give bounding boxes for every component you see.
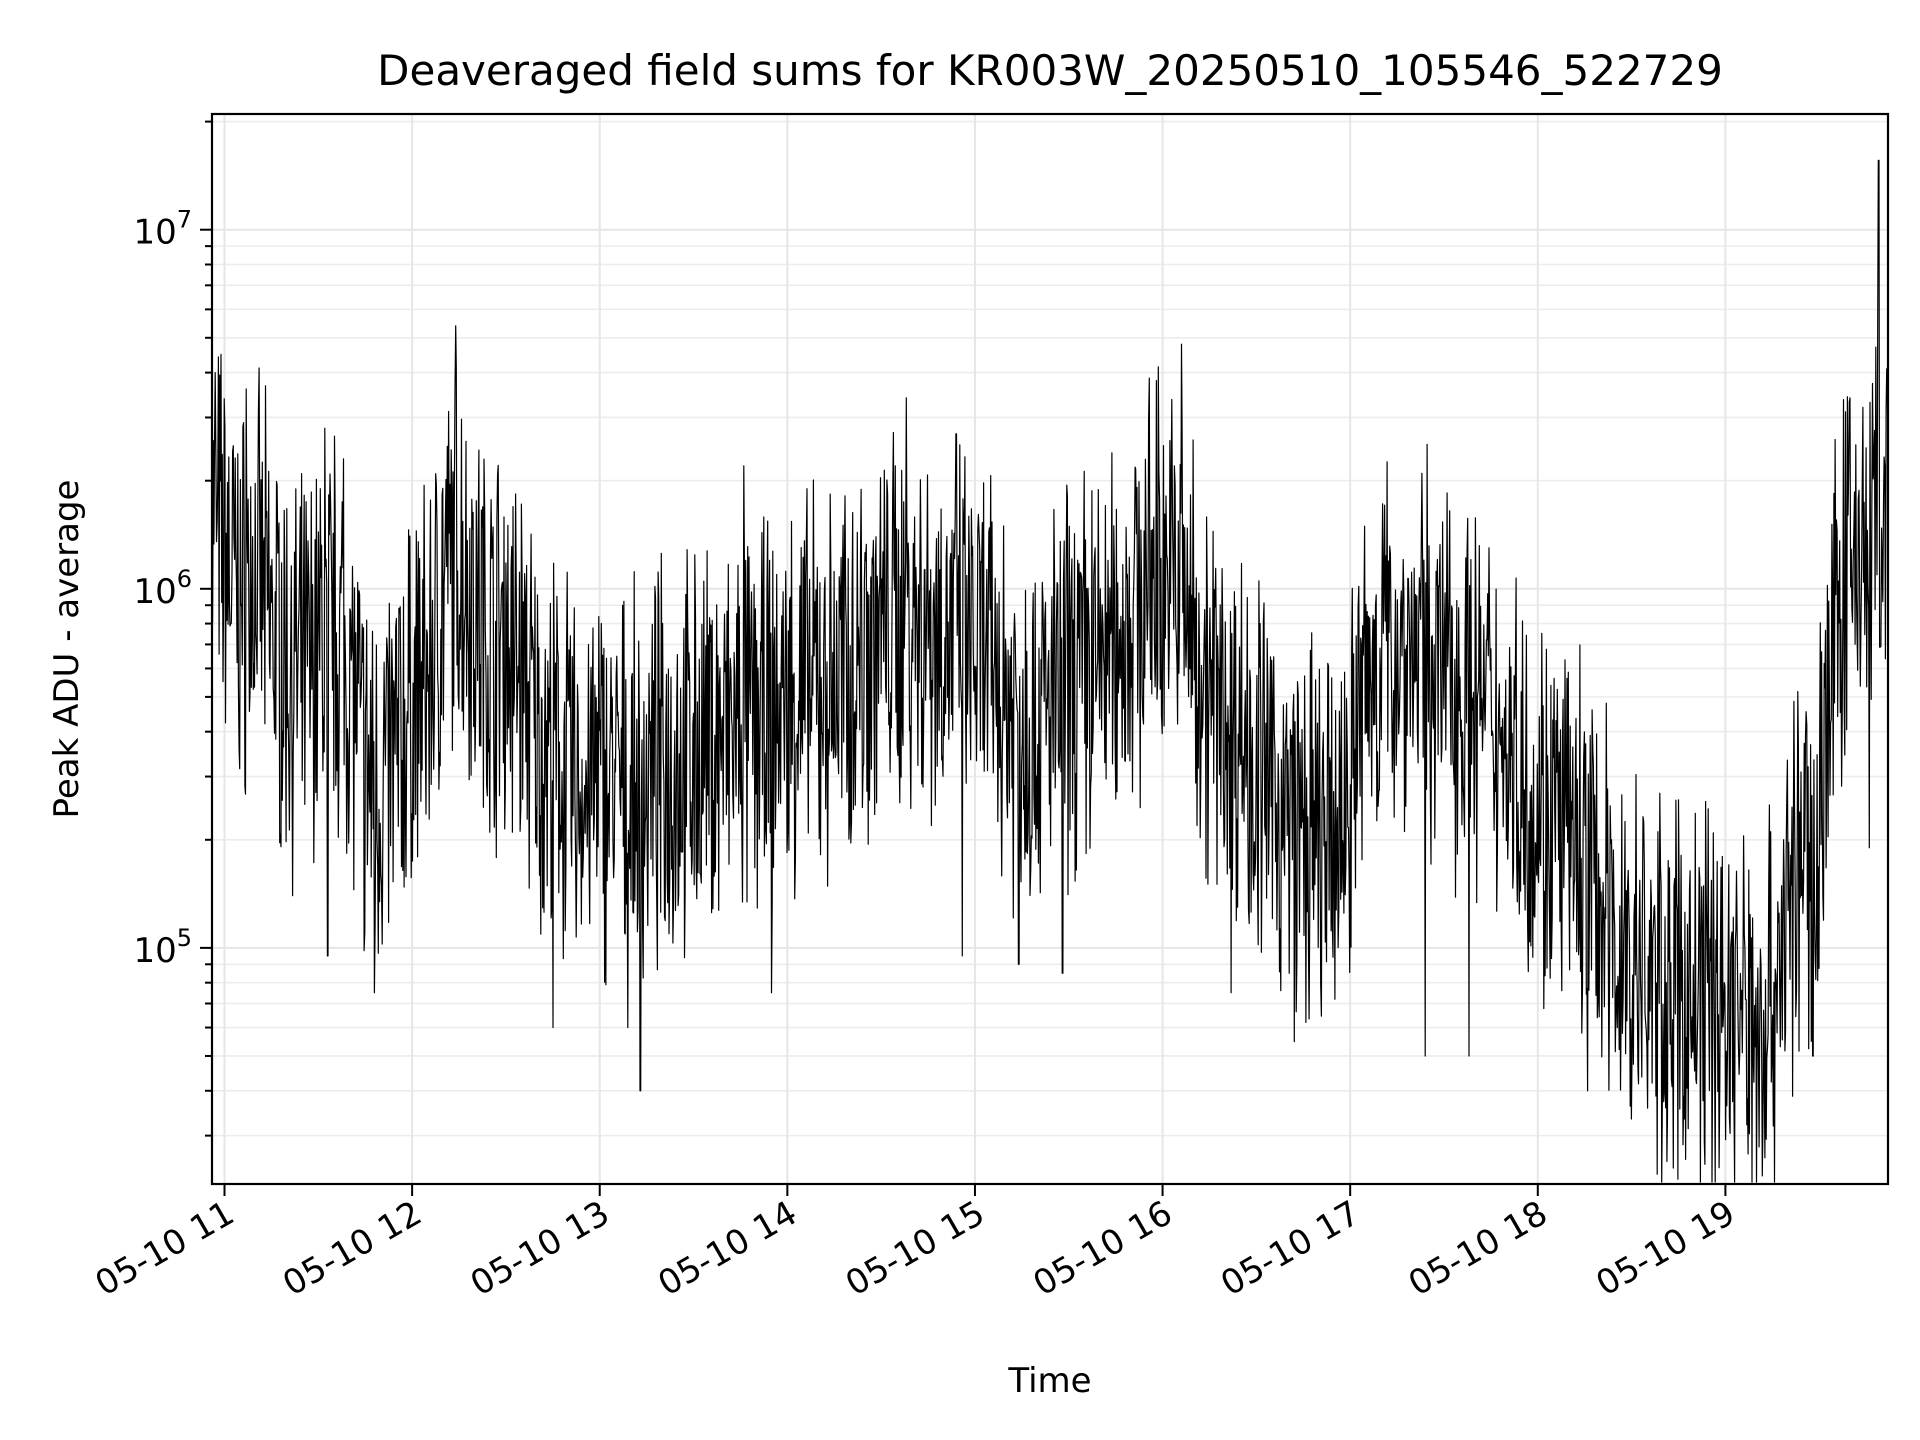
x-tick-label: 05-10 17 xyxy=(1214,1193,1366,1304)
y-tick-label: 107 xyxy=(133,206,192,253)
y-tick-label: 106 xyxy=(133,565,192,612)
y-axis-label: Peak ADU - average xyxy=(47,480,87,819)
x-tick-label: 05-10 11 xyxy=(89,1193,241,1304)
chart-title: Deaveraged field sums for KR003W_2025051… xyxy=(377,46,1723,95)
x-tick-label: 05-10 16 xyxy=(1027,1193,1179,1304)
x-tick-label: 05-10 14 xyxy=(651,1193,803,1304)
plot-frame xyxy=(210,112,1890,1186)
x-tick-label: 05-10 12 xyxy=(276,1193,428,1304)
y-axis: 105 106 107 xyxy=(133,120,212,1137)
x-tick-label: 05-10 13 xyxy=(464,1193,616,1304)
x-tick-label: 05-10 18 xyxy=(1402,1193,1554,1304)
x-tick-label: 05-10 15 xyxy=(839,1193,991,1304)
x-tick-label: 05-10 19 xyxy=(1590,1193,1742,1304)
x-axis-label: Time xyxy=(1007,1361,1091,1401)
grid xyxy=(212,114,1888,1184)
series-line xyxy=(211,159,1889,1183)
x-axis: 05-10 11 05-10 12 05-10 13 05-10 14 05-10 15… xyxy=(89,1184,1742,1304)
series-layer xyxy=(211,159,1889,1183)
y-tick-label: 105 xyxy=(133,924,192,971)
